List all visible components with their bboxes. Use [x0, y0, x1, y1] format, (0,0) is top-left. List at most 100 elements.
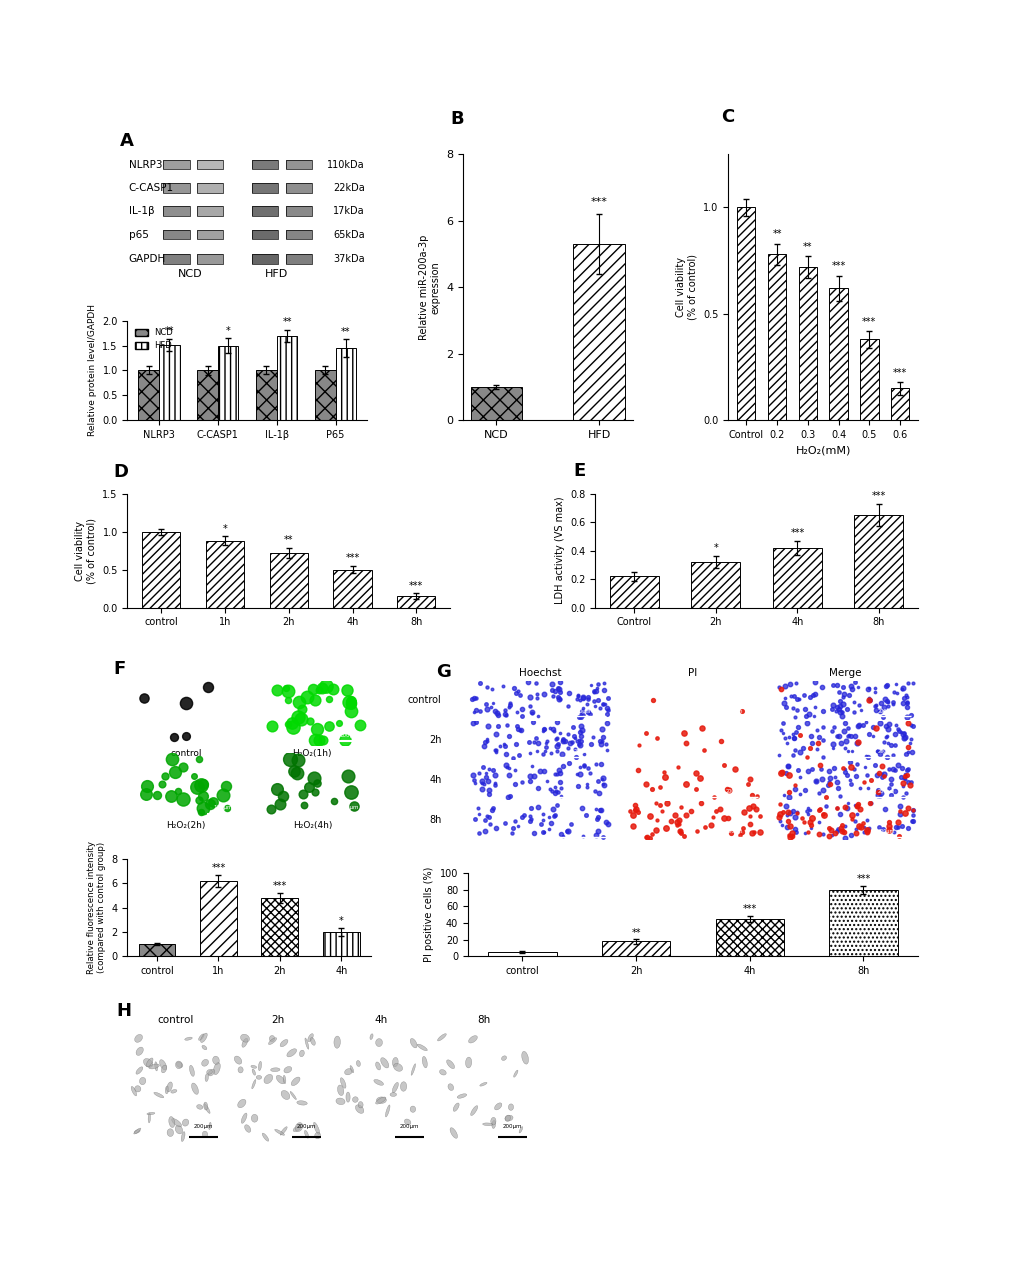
Bar [737, 207, 755, 420]
Ellipse shape [209, 1122, 211, 1130]
Ellipse shape [240, 1034, 250, 1042]
Ellipse shape [400, 1082, 407, 1091]
Bar [197, 182, 223, 193]
Bar [276, 335, 297, 420]
Text: ***: *** [871, 491, 886, 501]
Text: 4h: 4h [374, 1015, 387, 1025]
Bar [206, 541, 244, 608]
Text: 100μm: 100μm [339, 732, 359, 738]
Bar [252, 230, 278, 239]
Ellipse shape [333, 1036, 340, 1049]
Bar [772, 547, 821, 608]
Ellipse shape [197, 1105, 203, 1109]
Ellipse shape [242, 1038, 248, 1047]
Bar [854, 515, 903, 608]
Bar [197, 254, 223, 265]
Ellipse shape [313, 1122, 319, 1135]
Ellipse shape [300, 1050, 304, 1056]
Bar [252, 254, 278, 265]
Text: p65: p65 [128, 230, 149, 239]
Ellipse shape [370, 1034, 373, 1040]
Text: E: E [573, 463, 585, 481]
Ellipse shape [149, 1064, 159, 1069]
Bar [335, 348, 356, 420]
Text: 200μm: 200μm [725, 749, 742, 754]
Text: H: H [116, 1002, 130, 1020]
Text: control: control [170, 749, 202, 758]
Ellipse shape [337, 1085, 343, 1096]
Text: ***: *** [590, 198, 607, 207]
Ellipse shape [345, 1092, 350, 1103]
Text: 22kDa: 22kDa [332, 182, 365, 193]
Text: IL-1β: IL-1β [128, 207, 154, 216]
Text: 37kDa: 37kDa [332, 254, 365, 265]
Text: B: B [449, 111, 464, 128]
Ellipse shape [482, 1123, 492, 1126]
Y-axis label: Relative protein level/GAPDH: Relative protein level/GAPDH [88, 305, 97, 437]
Ellipse shape [135, 1130, 140, 1133]
Ellipse shape [213, 1063, 220, 1074]
Ellipse shape [202, 1131, 208, 1137]
Ellipse shape [140, 1077, 146, 1085]
Text: ***: *** [272, 882, 286, 891]
Ellipse shape [262, 1133, 268, 1141]
Ellipse shape [504, 1115, 511, 1122]
Text: 2h: 2h [429, 735, 441, 745]
Text: control: control [408, 695, 441, 704]
Text: ***: *** [830, 261, 845, 271]
Ellipse shape [355, 1105, 364, 1113]
Text: C-CASP1: C-CASP1 [128, 182, 173, 193]
Ellipse shape [270, 1068, 279, 1072]
Ellipse shape [199, 1034, 204, 1041]
Y-axis label: Relative miR-200a-3p
expression: Relative miR-200a-3p expression [419, 235, 440, 341]
Ellipse shape [446, 1060, 454, 1069]
Ellipse shape [251, 1065, 257, 1068]
Ellipse shape [280, 1127, 287, 1135]
Ellipse shape [393, 1064, 403, 1072]
Bar [163, 182, 190, 193]
Bar [252, 159, 278, 170]
Text: NLRP3: NLRP3 [128, 159, 162, 170]
Ellipse shape [181, 1132, 184, 1141]
Ellipse shape [175, 1126, 182, 1133]
Ellipse shape [251, 1114, 258, 1122]
Ellipse shape [159, 1060, 166, 1070]
Ellipse shape [358, 1101, 363, 1108]
Ellipse shape [375, 1061, 380, 1070]
Ellipse shape [167, 1128, 173, 1136]
Ellipse shape [392, 1082, 398, 1092]
Ellipse shape [411, 1064, 415, 1076]
Ellipse shape [144, 1059, 153, 1068]
Ellipse shape [252, 1079, 256, 1088]
Bar [285, 159, 312, 170]
Ellipse shape [470, 1105, 477, 1115]
Text: D: D [113, 463, 128, 481]
Bar [197, 207, 223, 216]
Ellipse shape [154, 1092, 164, 1097]
Text: 65kDa: 65kDa [332, 230, 365, 239]
Text: *: * [222, 524, 227, 533]
Bar [269, 553, 308, 608]
Ellipse shape [274, 1130, 284, 1135]
Ellipse shape [245, 1124, 251, 1132]
Ellipse shape [507, 1104, 514, 1110]
Ellipse shape [168, 1117, 174, 1127]
Ellipse shape [375, 1038, 382, 1046]
Ellipse shape [494, 1103, 501, 1110]
Bar [798, 267, 816, 420]
Bar [197, 182, 223, 193]
Ellipse shape [135, 1086, 141, 1092]
Ellipse shape [291, 1077, 300, 1086]
Text: 200μm: 200μm [194, 1124, 213, 1128]
Ellipse shape [161, 1065, 166, 1073]
Text: 200μm: 200μm [573, 749, 590, 754]
Bar [163, 159, 190, 170]
Ellipse shape [207, 1069, 212, 1074]
Bar [163, 159, 190, 170]
Y-axis label: Cell viability
(% of control): Cell viability (% of control) [676, 254, 697, 320]
Bar [261, 898, 298, 956]
Ellipse shape [147, 1113, 155, 1115]
Ellipse shape [350, 1065, 354, 1073]
Ellipse shape [522, 1051, 528, 1064]
Bar [197, 230, 223, 239]
